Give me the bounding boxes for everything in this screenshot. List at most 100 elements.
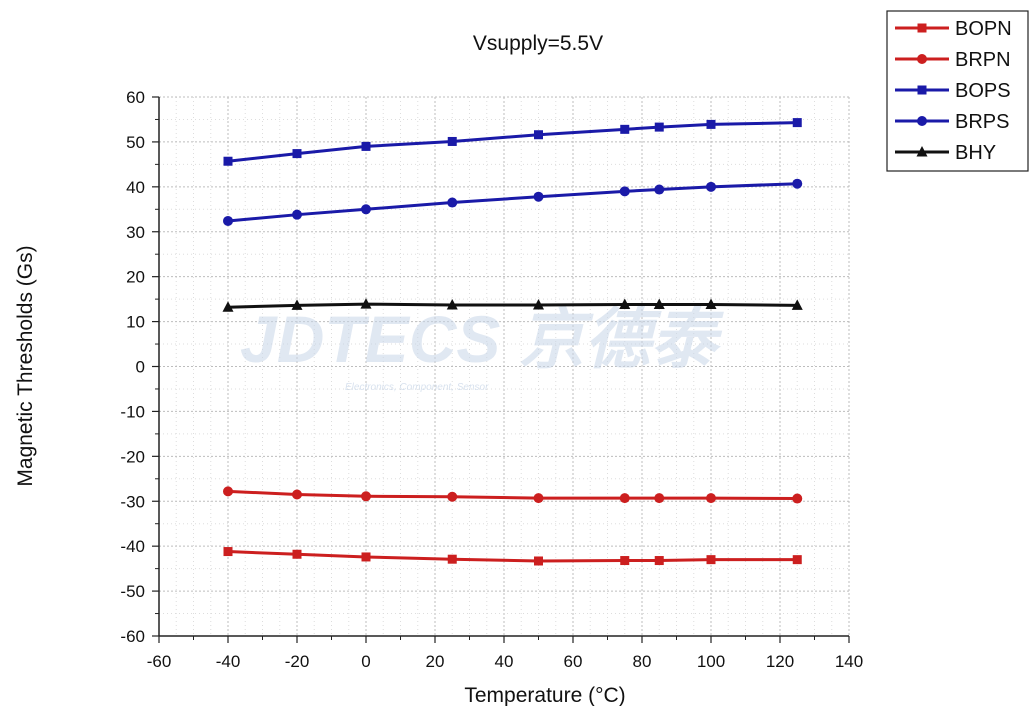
legend-item-bops: BOPS [895, 80, 1011, 102]
x-tick-label: -40 [216, 652, 241, 671]
x-tick-label: 80 [633, 652, 652, 671]
series-bops [223, 118, 802, 166]
y-tick-label: 30 [126, 223, 145, 242]
series-group [222, 118, 803, 566]
y-axis-title: Magnetic Thresholds (Gs) [14, 245, 37, 486]
x-tick-label: 40 [495, 652, 514, 671]
data-point-brps [792, 178, 803, 189]
legend-label-brpn: BRPN [955, 49, 1011, 71]
x-tick-label: -60 [147, 652, 172, 671]
data-point-brps [447, 197, 458, 208]
legend-label-bhy: BHY [955, 142, 996, 164]
data-point-bops [292, 149, 302, 159]
y-tick-label: 20 [126, 268, 145, 287]
data-point-bops [534, 130, 543, 140]
legend-marker-bops [917, 85, 927, 95]
data-point-brpn [447, 491, 458, 502]
data-point-brpn [619, 493, 630, 504]
data-point-bhy [291, 299, 303, 310]
legend-item-brps: BRPS [895, 111, 1009, 133]
data-point-brps [223, 215, 233, 226]
legend-label-bops: BOPS [955, 80, 1011, 102]
data-point-bops [223, 156, 233, 166]
y-tick-label: 40 [126, 178, 145, 197]
data-point-brpn [361, 491, 371, 502]
legend-marker-bopn [917, 23, 927, 33]
watermark-text: JDTECS 京德泰 [240, 302, 725, 376]
legend: BOPN BRPN BOPS BRPS BHY [886, 10, 1029, 172]
data-point-bops [792, 118, 802, 128]
data-point-bopn [620, 556, 630, 566]
y-tick-label: -50 [120, 582, 145, 601]
data-point-bops [654, 122, 664, 132]
data-point-bhy [360, 298, 372, 309]
y-tick-label: 0 [136, 358, 145, 377]
data-point-bhy [619, 298, 631, 310]
data-point-bopn [706, 555, 716, 565]
x-tick-label: 100 [697, 652, 725, 671]
data-point-bhy [222, 301, 234, 312]
data-point-bhy [533, 298, 544, 310]
data-point-brpn [292, 489, 302, 500]
legend-marker-brpn [917, 54, 927, 64]
data-point-bhy [705, 298, 717, 310]
y-tick-label: -20 [120, 447, 145, 466]
x-axis-title: Temperature (°C) [464, 684, 625, 706]
y-tick-label: -10 [120, 402, 145, 421]
legend-marker-bhy [916, 146, 928, 157]
x-tick-label: 60 [564, 652, 583, 671]
x-tick-label: 0 [361, 652, 370, 671]
data-point-bopn [654, 556, 664, 566]
legend-label-brps: BRPS [955, 111, 1009, 133]
data-point-bopn [447, 554, 457, 564]
data-point-bhy [653, 298, 665, 310]
data-point-brpn [654, 493, 665, 504]
data-point-brpn [792, 493, 803, 504]
data-point-brpn [223, 486, 233, 497]
data-point-brpn [706, 493, 716, 504]
data-point-bopn [792, 555, 802, 565]
legend-item-bhy: BHY [895, 142, 996, 164]
data-point-bhy [446, 298, 458, 310]
data-point-bops [620, 124, 630, 134]
data-point-brpn [533, 493, 544, 504]
legend-label-bopn: BOPN [955, 18, 1012, 40]
data-point-bops [706, 119, 716, 129]
data-point-bopn [223, 547, 233, 557]
series-brpn [223, 486, 803, 504]
data-point-bopn [361, 552, 371, 562]
watermark: JDTECS 京德泰 Electronics, Component, Senso… [240, 302, 725, 393]
y-tick-label: -60 [120, 627, 145, 646]
x-tick-label: 20 [426, 652, 445, 671]
data-point-brps [292, 209, 302, 220]
legend-marker-brps [917, 116, 927, 126]
series-bhy [222, 298, 803, 312]
data-point-bopn [292, 549, 302, 559]
data-point-brps [619, 186, 630, 197]
y-tick-label: -30 [120, 492, 145, 511]
data-point-bhy [791, 299, 803, 310]
x-tick-label: 120 [766, 652, 794, 671]
x-tick-label: 140 [835, 652, 863, 671]
series-brps [223, 178, 803, 226]
data-point-bops [361, 141, 371, 151]
y-tick-label: -40 [120, 537, 145, 556]
data-point-brps [361, 204, 371, 215]
series-bopn [223, 547, 802, 566]
chart-title: Vsupply=5.5V [473, 32, 603, 55]
y-tick-label: 50 [126, 133, 145, 152]
y-tick-label: 10 [126, 313, 145, 332]
axes: -60 -40 -20 0 20 40 60 80 100 120 1406050403020100… [120, 88, 863, 671]
legend-item-bopn: BOPN [895, 18, 1012, 40]
data-point-brps [533, 191, 544, 202]
x-tick-label: -20 [285, 652, 310, 671]
data-point-brps [654, 184, 665, 195]
watermark-subtext: Electronics, Component, Sensor [345, 382, 489, 393]
data-point-bopn [534, 556, 543, 566]
data-point-brps [706, 181, 716, 192]
data-point-bops [447, 136, 457, 146]
legend-item-brpn: BRPN [895, 49, 1011, 71]
y-tick-label: 60 [126, 88, 145, 107]
